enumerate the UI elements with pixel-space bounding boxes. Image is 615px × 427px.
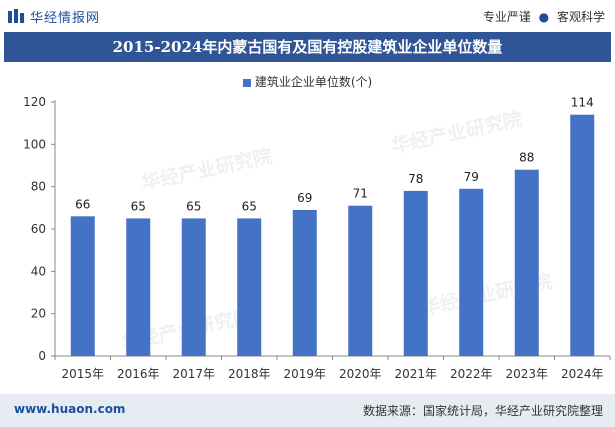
title-bar: 2015-2024年内蒙古国有及国有控股建筑业企业单位数量 — [4, 32, 611, 62]
bar — [292, 209, 317, 356]
bar — [570, 114, 595, 356]
footer-source: 数据来源：国家统计局，华经产业研究院整理 — [362, 404, 603, 418]
chart-title: 2015-2024年内蒙古国有及国有控股建筑业企业单位数量 — [112, 38, 503, 56]
data-label: 65 — [242, 199, 257, 213]
legend-swatch — [242, 78, 251, 87]
data-label: 65 — [131, 199, 146, 213]
x-tick-label: 2015年 — [61, 367, 104, 381]
x-tick-label: 2017年 — [172, 367, 215, 381]
logo-icon — [8, 9, 24, 23]
tagline-separator: ● — [538, 10, 550, 24]
bar — [70, 216, 95, 356]
data-label: 71 — [353, 187, 368, 201]
top-bar: 华经情报网 专业严谨 ● 客观科学 — [0, 0, 615, 32]
top-tagline: 专业严谨 ● 客观科学 — [483, 8, 605, 25]
x-tick-label: 2019年 — [283, 367, 326, 381]
y-tick-label: 80 — [31, 180, 46, 194]
data-label: 88 — [519, 151, 534, 165]
footer: www.huaon.com 数据来源：国家统计局，华经产业研究院整理 — [0, 394, 615, 427]
bar — [514, 169, 539, 356]
y-tick-label: 100 — [23, 137, 46, 151]
bar — [348, 205, 373, 356]
y-tick-label: 0 — [38, 349, 46, 363]
x-tick-label: 2016年 — [117, 367, 160, 381]
y-tick-label: 20 — [31, 307, 46, 321]
bar-chart: 0 20 40 60 80 100 120 66 2015年 65 2016年 65 2017年 65 20… — [23, 95, 611, 381]
bar — [237, 218, 262, 356]
y-tick-label: 120 — [23, 95, 46, 109]
data-label: 69 — [297, 191, 312, 205]
data-label: 79 — [464, 170, 479, 184]
footer-url[interactable]: www.huaon.com — [14, 402, 126, 416]
y-tick-label: 60 — [31, 222, 46, 236]
data-label: 114 — [571, 96, 594, 110]
data-label: 65 — [186, 199, 201, 213]
bar — [181, 218, 206, 356]
legend: 建筑业企业单位数(个) — [0, 73, 615, 90]
data-label: 66 — [75, 197, 90, 211]
bar — [459, 188, 484, 356]
site-name: 华经情报网 — [30, 11, 101, 26]
x-tick-label: 2020年 — [339, 367, 382, 381]
x-tick-label: 2018年 — [228, 367, 271, 381]
tagline-1: 专业严谨 — [482, 10, 531, 24]
legend-label: 建筑业企业单位数(个) — [254, 75, 373, 89]
data-label: 78 — [408, 172, 423, 186]
x-tick-label: 2024年 — [561, 367, 604, 381]
tagline-2: 客观科学 — [556, 10, 605, 24]
x-tick-label: 2023年 — [505, 367, 548, 381]
x-tick-label: 2022年 — [450, 367, 493, 381]
bar — [126, 218, 151, 356]
x-tick-label: 2021年 — [394, 367, 437, 381]
y-tick-label: 40 — [31, 264, 46, 278]
bar — [403, 190, 428, 356]
